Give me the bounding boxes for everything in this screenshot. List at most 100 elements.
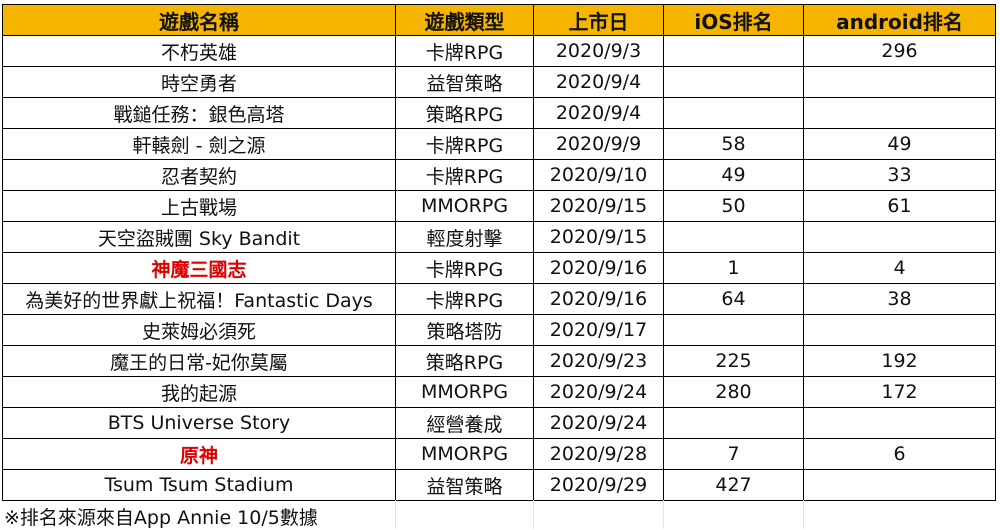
ios-rank-cell (663, 314, 804, 346)
game-genre-cell: 卡牌RPG (395, 128, 534, 160)
ios-rank-cell: 64 (663, 283, 804, 315)
game-name-cell: 魔王的日常-妃你莫屬 (2, 345, 396, 377)
android-rank-cell: 172 (803, 376, 996, 408)
android-rank-cell: 38 (803, 283, 996, 315)
game-name-cell: 上古戰場 (2, 190, 396, 222)
release-date-cell: 2020/9/15 (533, 190, 664, 222)
game-name-cell: 軒轅劍 - 劍之源 (2, 128, 396, 160)
ios-rank-cell: 1 (663, 252, 804, 284)
game-name-cell: 神魔三國志 (2, 252, 396, 284)
game-genre-cell: 卡牌RPG (395, 252, 534, 284)
table-row: 戰鎚任務：銀色高塔 策略RPG 2020/9/4 (2, 97, 996, 129)
game-genre-cell: 卡牌RPG (395, 283, 534, 315)
table-body: 不朽英雄 卡牌RPG 2020/9/3 296 時空勇者 益智策略 2020/9/4 戰鎚任務… (2, 35, 996, 501)
table-header-row: 遊戲名稱 遊戲類型 上市日 iOS排名 android排名 (2, 4, 996, 36)
table-row: 為美好的世界獻上祝福！Fantastic Days 卡牌RPG 2020/9/16 6… (2, 283, 996, 315)
ios-rank-cell (663, 407, 804, 439)
ios-rank-cell: 50 (663, 190, 804, 222)
table-row: 我的起源 MMORPG 2020/9/24 280 172 (2, 376, 996, 408)
android-rank-cell (803, 407, 996, 439)
ios-rank-cell: 427 (663, 469, 804, 501)
game-name-cell: Tsum Tsum Stadium (2, 469, 396, 501)
game-name-cell: 不朽英雄 (2, 35, 396, 67)
ios-rank-cell: 280 (663, 376, 804, 408)
ios-rank-cell: 49 (663, 159, 804, 191)
android-rank-cell (803, 314, 996, 346)
android-rank-cell: 192 (803, 345, 996, 377)
game-name-cell: 為美好的世界獻上祝福！Fantastic Days (2, 283, 396, 315)
release-date-cell: 2020/9/28 (533, 438, 664, 470)
table-row: 史萊姆必須死 策略塔防 2020/9/17 (2, 314, 996, 346)
ios-rank-cell (663, 221, 804, 253)
android-rank-cell (803, 221, 996, 253)
table-row: Tsum Tsum Stadium 益智策略 2020/9/29 427 (2, 469, 996, 501)
game-genre-cell: MMORPG (395, 376, 534, 408)
release-date-cell: 2020/9/23 (533, 345, 664, 377)
game-name-cell: 天空盜賊團 Sky Bandit (2, 221, 396, 253)
table-row: 上古戰場 MMORPG 2020/9/15 50 61 (2, 190, 996, 222)
release-date-cell: 2020/9/4 (533, 66, 664, 98)
game-name-cell: 我的起源 (2, 376, 396, 408)
game-name-cell: 原神 (2, 438, 396, 470)
release-date-cell: 2020/9/24 (533, 376, 664, 408)
game-genre-cell: 策略塔防 (395, 314, 534, 346)
game-name-cell: 史萊姆必須死 (2, 314, 396, 346)
release-date-cell: 2020/9/29 (533, 469, 664, 501)
android-rank-cell: 49 (803, 128, 996, 160)
ios-rank-cell (663, 66, 804, 98)
game-genre-cell: 策略RPG (395, 345, 534, 377)
header-game-name: 遊戲名稱 (2, 4, 396, 36)
table-row: 神魔三國志 卡牌RPG 2020/9/16 1 4 (2, 252, 996, 284)
game-name-cell: BTS Universe Story (2, 407, 396, 439)
android-rank-cell (803, 66, 996, 98)
ios-rank-cell (663, 97, 804, 129)
game-genre-cell: 卡牌RPG (395, 35, 534, 67)
android-rank-cell: 296 (803, 35, 996, 67)
table-row: 時空勇者 益智策略 2020/9/4 (2, 66, 996, 98)
release-date-cell: 2020/9/17 (533, 314, 664, 346)
release-date-cell: 2020/9/15 (533, 221, 664, 253)
android-rank-cell (803, 97, 996, 129)
ios-rank-cell: 58 (663, 128, 804, 160)
table-row: BTS Universe Story 經營養成 2020/9/24 (2, 407, 996, 439)
android-rank-cell: 61 (803, 190, 996, 222)
table-row: 魔王的日常-妃你莫屬 策略RPG 2020/9/23 225 192 (2, 345, 996, 377)
release-date-cell: 2020/9/16 (533, 283, 664, 315)
game-name-cell: 戰鎚任務：銀色高塔 (2, 97, 396, 129)
table-row: 忍者契約 卡牌RPG 2020/9/10 49 33 (2, 159, 996, 191)
game-genre-cell: 益智策略 (395, 66, 534, 98)
gridline (803, 500, 804, 529)
header-release-date: 上市日 (533, 4, 664, 36)
gridline (533, 500, 534, 529)
ios-rank-cell: 7 (663, 438, 804, 470)
ios-rank-cell: 225 (663, 345, 804, 377)
game-genre-cell: 策略RPG (395, 97, 534, 129)
game-genre-cell: 經營養成 (395, 407, 534, 439)
game-genre-cell: MMORPG (395, 190, 534, 222)
release-date-cell: 2020/9/4 (533, 97, 664, 129)
release-date-cell: 2020/9/3 (533, 35, 664, 67)
android-rank-cell (803, 469, 996, 501)
gridline (395, 500, 396, 529)
game-genre-cell: MMORPG (395, 438, 534, 470)
release-date-cell: 2020/9/10 (533, 159, 664, 191)
header-ios-rank: iOS排名 (663, 4, 804, 36)
release-date-cell: 2020/9/24 (533, 407, 664, 439)
gridline (663, 500, 664, 529)
release-date-cell: 2020/9/16 (533, 252, 664, 284)
android-rank-cell: 33 (803, 159, 996, 191)
game-genre-cell: 卡牌RPG (395, 159, 534, 191)
table-row: 軒轅劍 - 劍之源 卡牌RPG 2020/9/9 58 49 (2, 128, 996, 160)
header-game-genre: 遊戲類型 (395, 4, 534, 36)
footnote: ※排名來源來自App Annie 10/5數據 (4, 507, 318, 529)
game-name-cell: 時空勇者 (2, 66, 396, 98)
game-genre-cell: 益智策略 (395, 469, 534, 501)
release-date-cell: 2020/9/9 (533, 128, 664, 160)
table-row: 不朽英雄 卡牌RPG 2020/9/3 296 (2, 35, 996, 67)
game-genre-cell: 輕度射擊 (395, 221, 534, 253)
game-ranking-table: 遊戲名稱 遊戲類型 上市日 iOS排名 android排名 不朽英雄 卡牌RPG 2… (2, 4, 996, 501)
ios-rank-cell (663, 35, 804, 67)
header-android-rank: android排名 (803, 4, 996, 36)
android-rank-cell: 4 (803, 252, 996, 284)
table-row: 天空盜賊團 Sky Bandit 輕度射擊 2020/9/15 (2, 221, 996, 253)
